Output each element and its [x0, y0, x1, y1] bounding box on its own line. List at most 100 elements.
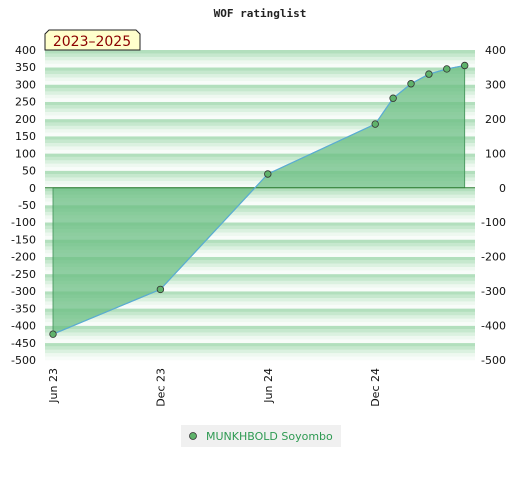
grid-band	[45, 298, 475, 302]
legend-marker	[189, 432, 197, 440]
y-tick-label-left: -250	[11, 268, 36, 281]
grid-band	[45, 308, 475, 313]
y-tick-label-left: -400	[11, 320, 36, 333]
grid-band	[45, 229, 475, 233]
grid-band	[45, 74, 475, 78]
grid-band	[45, 108, 475, 113]
grid-band	[45, 198, 475, 202]
y-tick-label-right: -500	[481, 354, 506, 367]
y-tick-label-left: -450	[11, 337, 36, 350]
grid-band	[45, 67, 475, 71]
data-point	[407, 80, 415, 88]
y-tick-label-right: -300	[481, 285, 506, 298]
grid-band	[45, 208, 475, 213]
grid-band	[45, 63, 475, 68]
grid-band	[45, 136, 475, 140]
y-tick-label-right: 0	[499, 182, 506, 195]
grid-band	[45, 174, 475, 178]
grid-band	[45, 356, 475, 361]
data-point	[371, 120, 379, 128]
grid-band	[45, 287, 475, 292]
x-tick-label: Jun 24	[262, 368, 275, 404]
grid-band	[45, 160, 475, 164]
y-tick-label-right: -400	[481, 320, 506, 333]
grid-band	[45, 339, 475, 344]
y-tick-label-left: 200	[15, 113, 36, 126]
data-point	[389, 94, 397, 102]
y-tick-label-left: -350	[11, 302, 36, 315]
grid-band	[45, 129, 475, 133]
grid-band	[45, 318, 475, 323]
grid-band	[45, 246, 475, 251]
grid-band	[45, 346, 475, 350]
grid-band	[45, 291, 475, 295]
grid-band	[45, 87, 475, 92]
grid-band	[45, 211, 475, 216]
y-tick-label-left: 0	[29, 182, 36, 195]
grid-band	[45, 294, 475, 299]
grid-band	[45, 156, 475, 161]
y-tick-label-left: 300	[15, 78, 36, 91]
data-point	[156, 285, 165, 294]
grid-band	[45, 122, 475, 127]
y-tick-label-left: -300	[11, 285, 36, 298]
grid-band	[45, 170, 475, 175]
grid-band	[45, 191, 475, 195]
y-tick-label-right: -100	[481, 216, 506, 229]
y-tick-label-left: -150	[11, 233, 36, 246]
grid-band	[45, 349, 475, 354]
grid-band	[45, 277, 475, 282]
legend-label: MUNKHBOLD Soyombo	[206, 430, 333, 443]
grid-band	[45, 70, 475, 75]
marker-layer	[49, 61, 469, 338]
grid-band	[45, 105, 475, 109]
y-tick-label-right: -200	[481, 251, 506, 264]
data-point	[264, 170, 272, 178]
grid-band	[45, 163, 475, 168]
grid-band	[45, 201, 475, 206]
y-tick-label-left: -500	[11, 354, 36, 367]
x-tick-label: Jun 23	[47, 368, 60, 404]
y-tick-label-right: 300	[485, 78, 506, 91]
y-tick-label-left: 150	[15, 130, 36, 143]
grid-band	[45, 187, 475, 192]
period-badge: 2023–2025	[44, 29, 141, 51]
grid-band	[45, 94, 475, 99]
y-tick-label-left: 250	[15, 96, 36, 109]
grid-band	[45, 322, 475, 326]
grid-band	[45, 329, 475, 333]
grid-band	[45, 335, 475, 340]
grid-band	[45, 232, 475, 237]
grid-band	[45, 153, 475, 158]
grid-band	[45, 205, 475, 209]
grid-band	[45, 253, 475, 257]
grid-band	[45, 273, 475, 278]
grid-band	[45, 280, 475, 285]
grid-band	[45, 260, 475, 264]
grid-band	[45, 284, 475, 288]
grid-band	[45, 91, 475, 96]
y-tick-label-right: 100	[485, 147, 506, 160]
period-label: 2023–2025	[53, 34, 131, 50]
background-bands	[45, 50, 475, 361]
grid-band	[45, 236, 475, 240]
grid-band	[45, 167, 475, 171]
grid-band	[45, 115, 475, 120]
grid-band	[45, 118, 475, 123]
grid-band	[45, 304, 475, 309]
grid-band	[45, 101, 475, 106]
grid-band	[45, 301, 475, 306]
y-tick-label-left: -100	[11, 216, 36, 229]
y-tick-label-left: 400	[15, 44, 36, 57]
x-axis: Jun 23 Dec 23 Jun 24 Dec 24	[47, 368, 382, 407]
data-point	[461, 61, 469, 70]
grid-band	[45, 143, 475, 147]
y-tick-label-left: 350	[15, 61, 36, 74]
grid-band	[45, 98, 475, 102]
grid-band	[45, 177, 475, 182]
grid-band	[45, 56, 475, 61]
y-tick-label-left: 50	[22, 165, 36, 178]
grid-band	[45, 270, 475, 275]
grid-band	[45, 81, 475, 85]
